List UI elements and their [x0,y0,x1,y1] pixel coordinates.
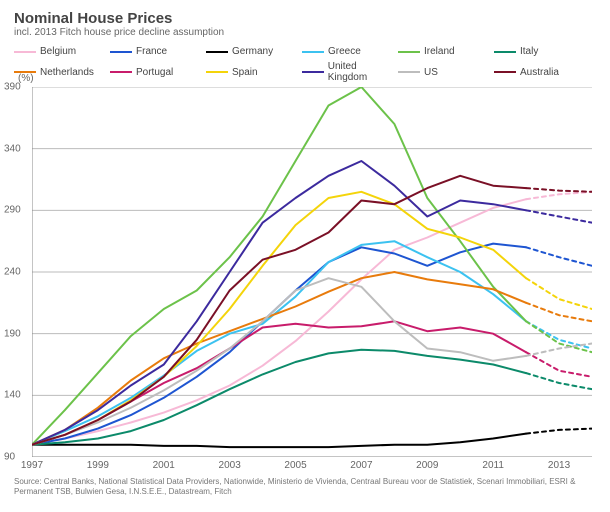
legend-swatch [110,51,132,53]
x-tick-label: 2001 [153,460,175,471]
legend-item: Spain [206,61,302,83]
y-tick-label: 190 [4,328,21,339]
legend-swatch [398,51,420,53]
legend-label: Spain [232,67,258,78]
legend: Belgium France Germany Greece Ireland Italy Ne… [14,44,596,85]
legend-label: Germany [232,46,273,57]
y-tick-label: 290 [4,205,21,216]
legend-label: Belgium [40,46,76,57]
chart-container: Nominal House Prices incl. 2013 Fitch ho… [0,0,610,512]
legend-label: Portugal [136,67,173,78]
x-tick-label: 2013 [548,460,570,471]
legend-label: Netherlands [40,67,94,78]
legend-item: Greece [302,46,398,57]
legend-item: France [110,46,206,57]
legend-label: Australia [520,67,559,78]
plot-area: (%) 901401902402903403901997199920012003… [32,87,592,457]
legend-swatch [494,51,516,53]
legend-swatch [110,71,132,73]
y-tick-label: 90 [4,452,15,463]
legend-swatch [206,51,228,53]
y-tick-label: 340 [4,143,21,154]
legend-swatch [494,71,516,73]
legend-item: US [398,61,494,83]
x-tick-label: 1997 [21,460,43,471]
legend-item: Italy [494,46,590,57]
legend-label: US [424,67,438,78]
x-tick-label: 1999 [87,460,109,471]
legend-item: Ireland [398,46,494,57]
legend-label: Greece [328,46,361,57]
x-tick-label: 2011 [482,460,504,471]
legend-swatch [302,71,324,73]
legend-item: United Kingdom [302,61,398,83]
x-tick-label: 2005 [284,460,306,471]
legend-label: Italy [520,46,538,57]
legend-item: Germany [206,46,302,57]
legend-swatch [398,71,420,73]
legend-label: France [136,46,167,57]
legend-item: Portugal [110,61,206,83]
y-tick-label: 240 [4,267,21,278]
source-footer: Source: Central Banks, National Statisti… [14,477,596,497]
legend-label: United Kingdom [328,61,398,83]
legend-item: Belgium [14,46,110,57]
x-tick-label: 2003 [219,460,241,471]
legend-label: Ireland [424,46,455,57]
x-tick-label: 2009 [416,460,438,471]
x-tick-label: 2007 [350,460,372,471]
chart-title: Nominal House Prices [14,10,596,27]
chart-subtitle: incl. 2013 Fitch house price decline ass… [14,27,596,38]
chart-svg [32,87,592,457]
y-tick-label: 140 [4,390,21,401]
legend-item: Australia [494,61,590,83]
legend-swatch [206,71,228,73]
legend-swatch [14,51,36,53]
legend-swatch [302,51,324,53]
y-tick-label: 390 [4,82,21,93]
